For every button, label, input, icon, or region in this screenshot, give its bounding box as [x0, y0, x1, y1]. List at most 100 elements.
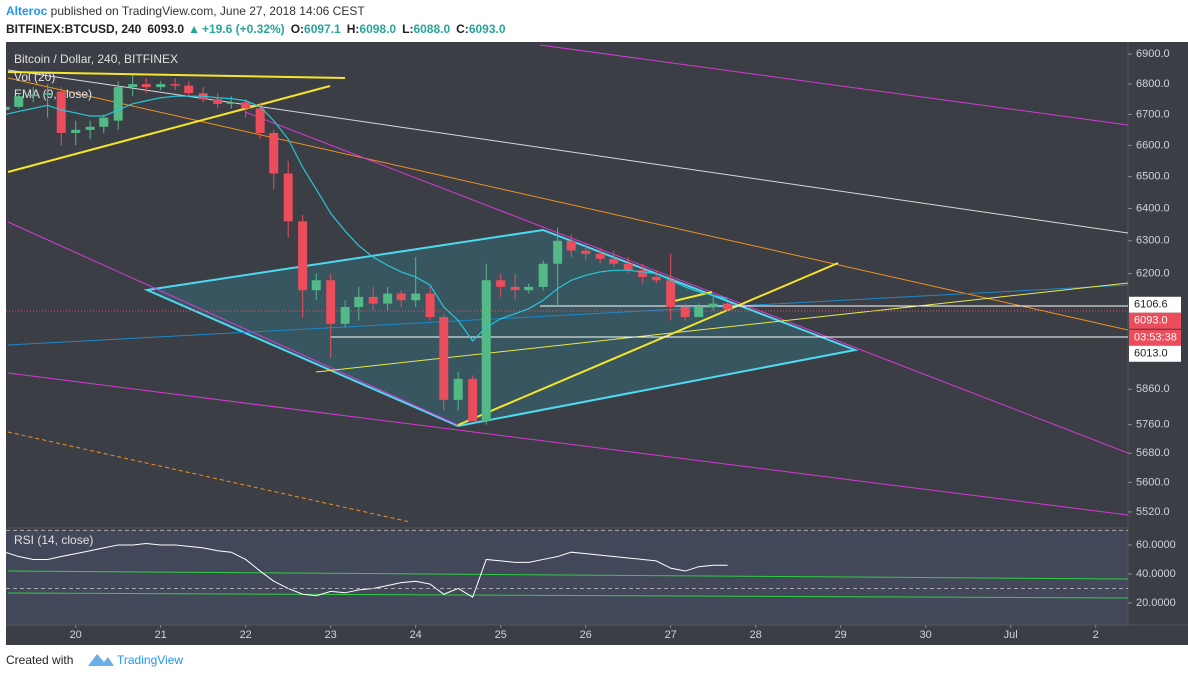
y-tick-label: 5520.0 — [1136, 506, 1170, 518]
price-label: 6106.6 — [1134, 299, 1168, 311]
candle-body — [425, 293, 435, 318]
rsi-title: RSI (14, close) — [14, 533, 93, 547]
y-tick-label: 6700.0 — [1136, 108, 1170, 120]
candle-body — [496, 280, 506, 287]
y-tick-label: 6600.0 — [1136, 139, 1170, 151]
x-tick-label: 21 — [155, 629, 167, 641]
o-label: O: — [291, 22, 304, 36]
y-tick-label: 5760.0 — [1136, 419, 1170, 431]
footer-text: Created with — [6, 653, 73, 667]
x-tick-label: Jul — [1004, 629, 1018, 641]
candle-body — [255, 108, 265, 133]
countdown-box — [1129, 329, 1181, 346]
x-tick-label: 30 — [920, 629, 932, 641]
published: published on TradingView.com, June 27, 2… — [47, 4, 365, 18]
candle-body — [28, 94, 38, 97]
candle-body — [269, 132, 279, 174]
y-tick-label: 6800.0 — [1136, 78, 1170, 90]
trendline — [7, 221, 459, 426]
y-tick-label: 6200.0 — [1136, 268, 1170, 280]
candle-body — [723, 303, 733, 310]
candle-body — [439, 317, 449, 400]
candle-body — [85, 126, 95, 130]
candle-body — [453, 378, 463, 400]
x-tick-label: 23 — [325, 629, 337, 641]
candle-body — [609, 258, 619, 264]
candle-body — [595, 253, 605, 259]
footer-brand[interactable]: TradingView — [117, 653, 183, 667]
candle-body — [383, 293, 393, 304]
candle-body — [326, 280, 336, 324]
l-label: L: — [402, 22, 413, 36]
candle-body — [213, 99, 223, 104]
y-tick-label: 6400.0 — [1136, 202, 1170, 214]
x-tick-label: 26 — [580, 629, 592, 641]
rsi-tick-label: 60.0000 — [1136, 539, 1176, 551]
drawings — [6, 44, 1128, 523]
candle-body — [43, 93, 53, 95]
candle-body — [99, 117, 109, 127]
chart-title: Bitcoin / Dollar, 240, BITFINEX — [14, 52, 178, 66]
price-label-box — [1129, 312, 1181, 329]
o: 6097.1 — [304, 22, 341, 36]
header-line: Alteroc published on TradingView.com, Ju… — [6, 4, 365, 18]
candle-body — [708, 303, 718, 307]
candle-body — [14, 96, 24, 107]
candle-body — [298, 221, 308, 291]
rsi-line — [6, 542, 728, 598]
candle-body — [241, 102, 251, 109]
logo — [88, 654, 114, 666]
candle-body — [71, 129, 81, 133]
candle-body — [368, 296, 378, 304]
candle-body — [666, 280, 676, 307]
rsi-tick-label: 20.0000 — [1136, 597, 1176, 609]
price-label: 6013.0 — [1134, 348, 1168, 360]
last: 6093.0 — [147, 22, 184, 36]
y-tick-label: 5860.0 — [1136, 383, 1170, 395]
candle-body — [538, 263, 548, 287]
price-pane — [6, 75, 733, 425]
x-tick-label: 20 — [70, 629, 82, 641]
h: 6098.0 — [359, 22, 396, 36]
diamond — [143, 228, 859, 428]
candle-body — [581, 250, 591, 254]
candle-body — [623, 263, 633, 271]
candle-body — [680, 306, 690, 318]
candle-body — [411, 293, 421, 301]
change: +19.6 (+0.32%) — [202, 22, 285, 36]
price-label-box — [1129, 345, 1181, 362]
candle-body — [638, 270, 648, 277]
x-tick-label: 22 — [240, 629, 252, 641]
candle-body — [311, 280, 321, 291]
trendline — [244, 111, 1128, 454]
rsi-lines — [6, 542, 728, 598]
candle-body — [396, 293, 406, 301]
price-label: 6093.0 — [1134, 315, 1168, 327]
trendline — [7, 592, 1128, 599]
candle-body — [141, 84, 151, 88]
trendline — [7, 85, 331, 173]
y-tick-label: 6900.0 — [1136, 48, 1170, 60]
candle-body — [651, 276, 661, 281]
rsi-drawings — [7, 570, 1128, 599]
symbol: BITFINEX:BTCUSD, 240 — [6, 22, 142, 36]
trendline — [7, 372, 1128, 516]
candle-body — [128, 84, 138, 88]
c-label: C: — [456, 22, 469, 36]
x-tick-label: 24 — [410, 629, 422, 641]
y-tick-label: 6500.0 — [1136, 171, 1170, 183]
x-tick-label: 29 — [835, 629, 847, 641]
candle-body — [481, 280, 491, 422]
trendline — [7, 431, 411, 523]
trendline — [7, 77, 1128, 331]
x-tick-label: 2 — [1093, 629, 1099, 641]
price-label-box — [1129, 296, 1181, 313]
author[interactable]: Alteroc — [6, 4, 48, 18]
h-label: H: — [347, 22, 360, 36]
candle-body — [340, 306, 350, 324]
y-tick-label: 5680.0 — [1136, 447, 1170, 459]
candle-body — [354, 296, 364, 307]
y-tick-label: 6300.0 — [1136, 235, 1170, 247]
candle-body — [566, 240, 576, 251]
